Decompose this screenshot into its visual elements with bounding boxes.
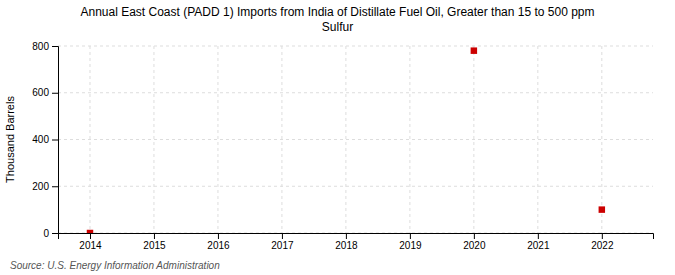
tick-mark bbox=[154, 233, 155, 239]
tick: 2019 bbox=[399, 233, 422, 251]
grid-line bbox=[217, 46, 218, 233]
tick-label: 2015 bbox=[143, 240, 166, 251]
tick: 2014 bbox=[79, 233, 102, 251]
tick-label: 2022 bbox=[591, 240, 614, 251]
tick-mark bbox=[474, 233, 475, 239]
tick-mark bbox=[282, 233, 283, 239]
tick-mark bbox=[52, 46, 58, 47]
grid-line bbox=[601, 46, 602, 233]
point bbox=[471, 47, 477, 53]
tick: 400 bbox=[32, 134, 58, 145]
tick-label: 2016 bbox=[207, 240, 230, 251]
y-axis: 0 200 400 600 800 bbox=[32, 41, 58, 239]
annotation: Source: U.S. Energy Information Administ… bbox=[10, 260, 220, 271]
tick: 0 bbox=[43, 228, 58, 239]
title: Annual East Coast (PADD 1) Imports from … bbox=[80, 5, 594, 19]
tick: 2020 bbox=[463, 233, 486, 251]
tick-label: 0 bbox=[43, 228, 49, 239]
tick-mark bbox=[602, 233, 603, 239]
tick-mark bbox=[538, 233, 539, 239]
tick-mark bbox=[218, 233, 219, 239]
tick-label: 2020 bbox=[463, 240, 486, 251]
tick-label: 2014 bbox=[79, 240, 102, 251]
grid-line bbox=[58, 139, 653, 140]
axis-line bbox=[52, 47, 59, 234]
points bbox=[87, 47, 605, 233]
tick: 2016 bbox=[207, 233, 230, 251]
tick-mark bbox=[410, 233, 411, 239]
point bbox=[87, 230, 93, 233]
tick: 200 bbox=[32, 181, 58, 192]
plot: 2014 2015 2016 2017 2018 2019 2020 2021 2022 0 200… bbox=[32, 41, 653, 251]
tick: 2021 bbox=[527, 233, 550, 251]
grid bbox=[58, 46, 653, 233]
grid-line bbox=[409, 46, 410, 233]
subtitle: Sulfur bbox=[322, 20, 353, 34]
tick-label: 2017 bbox=[271, 240, 294, 251]
tick-label: 200 bbox=[32, 181, 49, 192]
tick-mark bbox=[52, 93, 58, 94]
axis-line bbox=[59, 234, 654, 240]
tick-mark bbox=[52, 140, 58, 141]
tick-mark bbox=[52, 186, 58, 187]
tick-mark bbox=[90, 233, 91, 239]
grid-line bbox=[58, 92, 653, 93]
tick-label: 2018 bbox=[335, 240, 358, 251]
grid-line bbox=[58, 46, 653, 47]
point bbox=[599, 206, 605, 212]
tick-mark bbox=[346, 233, 347, 239]
tick-mark bbox=[52, 233, 58, 234]
tick: 800 bbox=[32, 41, 58, 52]
tick-label: 2021 bbox=[527, 240, 550, 251]
tick-label: 400 bbox=[32, 134, 49, 145]
tick: 2018 bbox=[335, 233, 358, 251]
tick: 600 bbox=[32, 87, 58, 98]
tick-label: 600 bbox=[32, 87, 49, 98]
tick-label: 800 bbox=[32, 41, 49, 52]
tick-label: 2019 bbox=[399, 240, 422, 251]
x-axis: 2014 2015 2016 2017 2018 2019 2020 2021 2022 bbox=[59, 233, 654, 251]
tick: 2022 bbox=[591, 233, 614, 251]
tick: 2015 bbox=[143, 233, 166, 251]
y-label: Thousand Barrels bbox=[4, 96, 16, 183]
grid-line bbox=[58, 186, 653, 187]
chart: 2014 2015 2016 2017 2018 2019 2020 2021 2022 0 200… bbox=[0, 0, 675, 275]
tick: 2017 bbox=[271, 233, 294, 251]
